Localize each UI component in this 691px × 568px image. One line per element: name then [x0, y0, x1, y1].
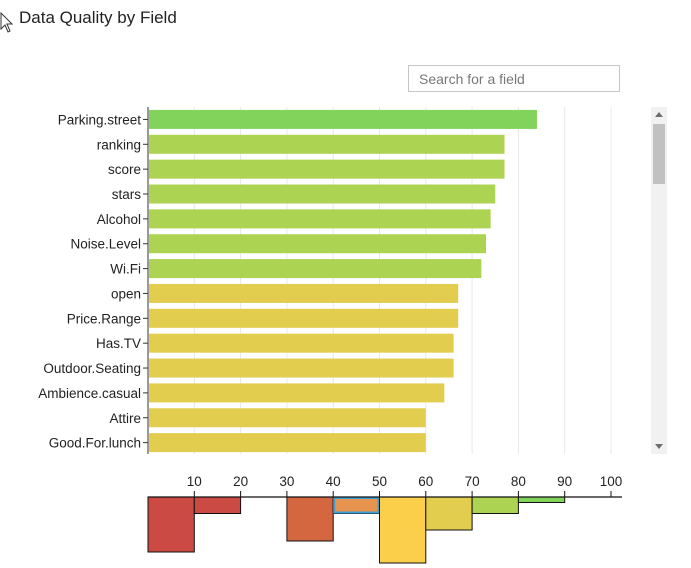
y-tick-label: Wi.Fi — [110, 262, 141, 277]
bar-outdoor-seating — [149, 358, 454, 378]
x-tick-label: 20 — [233, 474, 248, 489]
bar-price-range — [149, 308, 459, 328]
histogram-bin — [147, 496, 195, 553]
histogram-bin — [517, 496, 566, 503]
bar-good-for-lunch — [149, 433, 426, 453]
histogram-bin — [425, 496, 473, 531]
y-tick-label: score — [108, 162, 141, 177]
x-tick-label: 90 — [557, 474, 572, 489]
bar-stars — [149, 184, 496, 204]
bar-parking-street — [149, 109, 537, 129]
histogram-bin — [193, 496, 242, 514]
histogram-bin-highlight — [333, 497, 380, 514]
field-search-input[interactable] — [408, 65, 620, 92]
y-tick-label: Has.TV — [96, 336, 141, 351]
y-tick-label: Attire — [109, 411, 141, 426]
bar-ranking — [149, 134, 505, 154]
bar-open — [149, 283, 459, 303]
histogram-bin — [286, 496, 334, 542]
page-title: Data Quality by Field — [19, 8, 177, 27]
y-tick-label: Noise.Level — [70, 237, 141, 252]
y-tick-label: Price.Range — [67, 311, 141, 326]
scroll-up-icon[interactable] — [655, 112, 663, 117]
y-tick-label: Good.For.lunch — [49, 436, 141, 451]
bar-score — [149, 159, 505, 179]
histogram-bin — [379, 496, 427, 564]
histogram-bin — [471, 496, 519, 514]
x-tick-label: 50 — [372, 474, 387, 489]
bar-has-tv — [149, 333, 454, 353]
x-tick-label: 40 — [326, 474, 341, 489]
bar-ambience-casual — [149, 383, 445, 403]
y-tick-label: ranking — [97, 137, 141, 152]
histogram-bin — [332, 496, 381, 514]
chart-scrollbar[interactable] — [651, 107, 667, 454]
x-tick-label: 60 — [418, 474, 433, 489]
x-tick-label: 30 — [279, 474, 294, 489]
x-tick-label: 70 — [465, 474, 480, 489]
y-tick-label: stars — [112, 187, 142, 202]
y-tick-label: Outdoor.Seating — [43, 361, 141, 376]
scroll-thumb[interactable] — [653, 124, 665, 184]
bar-attire — [149, 408, 426, 428]
y-tick-label: open — [111, 286, 141, 301]
y-tick-label: Parking.street — [58, 112, 142, 127]
x-tick-label: 10 — [187, 474, 202, 489]
bar-noise-level — [149, 234, 486, 254]
x-tick-label: 80 — [511, 474, 526, 489]
y-tick-label: Alcohol — [97, 212, 141, 227]
x-tick-label: 100 — [600, 474, 623, 489]
cursor-icon — [0, 12, 14, 33]
scroll-down-icon[interactable] — [655, 444, 663, 449]
y-tick-label: Ambience.casual — [38, 386, 141, 401]
bar-wi-fi — [149, 259, 482, 279]
bar-alcohol — [149, 209, 491, 229]
